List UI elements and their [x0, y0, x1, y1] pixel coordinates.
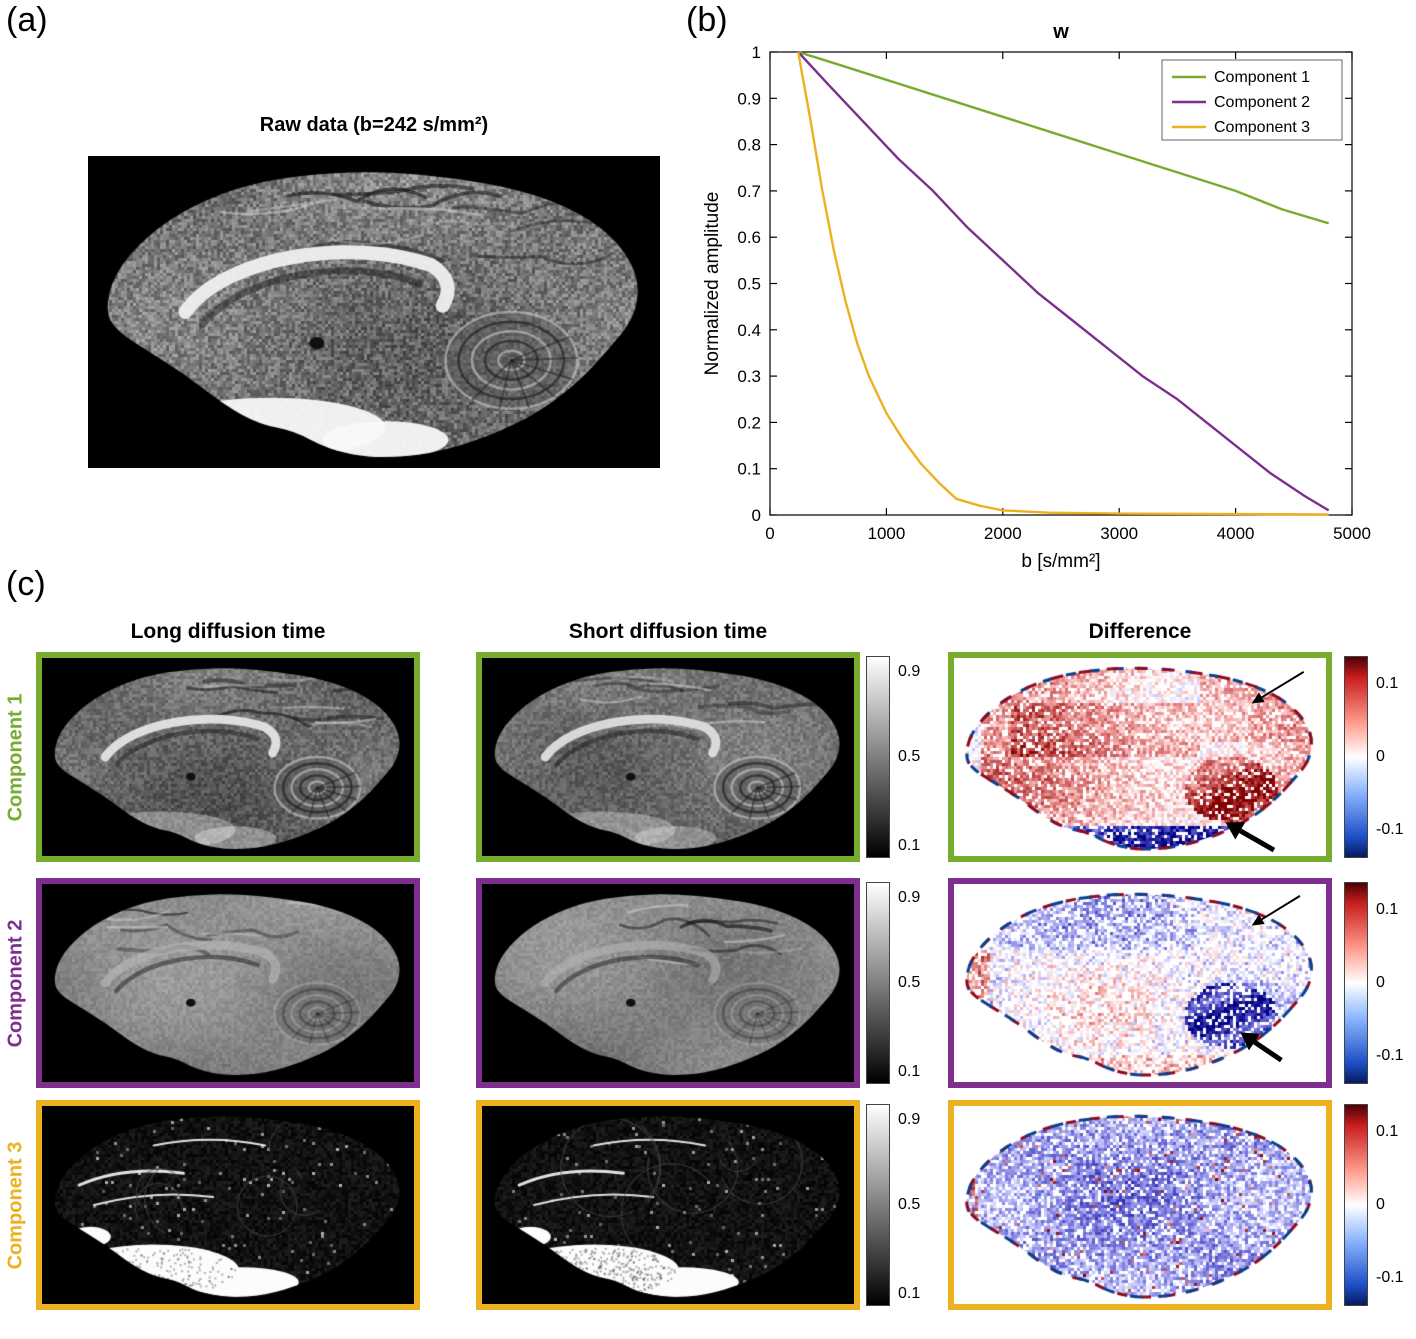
colorbar-tick: 0.1: [898, 1062, 921, 1080]
colorbar-tick: 0.9: [898, 889, 921, 907]
colorbar-tick: 0.5: [898, 974, 921, 991]
brain-canvas: [42, 658, 414, 856]
colorbar-tick: 0.1: [1376, 901, 1399, 919]
svg-text:4000: 4000: [1217, 524, 1255, 543]
raw-data-title: Raw data (b=242 s/mm²): [259, 114, 489, 136]
colorbar-gradient: [866, 656, 890, 858]
svg-text:0.4: 0.4: [737, 321, 761, 340]
svg-text:Component 2: Component 2: [1214, 94, 1310, 111]
brain-image-component2-long: [36, 878, 420, 1088]
difference-canvas: [954, 884, 1326, 1082]
svg-text:Normalized amplitude: Normalized amplitude: [702, 192, 723, 376]
svg-text:0.8: 0.8: [737, 136, 761, 155]
column-header-short-diffusion: Short diffusion time: [568, 620, 768, 643]
difference-colorbar-row2: 0.1 0 -0.1: [1344, 882, 1416, 1084]
svg-text:0.3: 0.3: [737, 367, 761, 386]
grayscale-colorbar-row2: 0.9 0.5 0.1: [866, 882, 938, 1084]
colorbar-tick: 0: [1376, 974, 1385, 991]
colorbar-gradient: [1344, 882, 1368, 1084]
row-label-text: Component 3: [4, 1141, 27, 1269]
difference-map-component3: [948, 1100, 1332, 1310]
grayscale-colorbar-row1: 0.9 0.5 0.1: [866, 656, 938, 858]
brain-image-component3-long: [36, 1100, 420, 1310]
svg-text:0.5: 0.5: [737, 275, 761, 294]
svg-text:0.2: 0.2: [737, 413, 761, 432]
svg-text:Component 1: Component 1: [1214, 69, 1310, 86]
svg-text:b [s/mm²]: b [s/mm²]: [1021, 551, 1100, 572]
svg-text:0.1: 0.1: [737, 460, 761, 479]
colorbar-tick: 0: [1376, 1196, 1385, 1213]
column-header-long-diffusion: Long diffusion time: [130, 620, 326, 643]
svg-text:w: w: [1052, 21, 1069, 43]
colorbar-tick: 0.1: [1376, 1123, 1399, 1141]
raw-brain-canvas: [88, 156, 660, 468]
svg-text:0.6: 0.6: [737, 228, 761, 247]
colorbar-tick: 0.1: [1376, 675, 1399, 693]
amplitude-line-chart: 0 1000 2000 3000 4000 5000 0 0.1 0.2 0.3 0.4 0.5 0.6…: [698, 8, 1410, 583]
row-label-component2: Component 2: [0, 878, 32, 1088]
difference-colorbar-row3: 0.1 0 -0.1: [1344, 1104, 1416, 1306]
colorbar-gradient: [866, 1104, 890, 1306]
colorbar-tick: 0.9: [898, 663, 921, 681]
difference-colorbar-row1: 0.1 0 -0.1: [1344, 656, 1416, 858]
row-label-component1: Component 1: [0, 652, 32, 862]
colorbar-tick: 0.1: [898, 836, 921, 854]
colorbar-gradient: [1344, 656, 1368, 858]
panel-c-label: (c): [6, 565, 46, 603]
svg-text:0: 0: [765, 524, 774, 543]
svg-text:Component 3: Component 3: [1214, 119, 1310, 136]
colorbar-tick: -0.1: [1376, 1046, 1404, 1064]
svg-text:5000: 5000: [1333, 524, 1371, 543]
grayscale-colorbar-row3: 0.9 0.5 0.1: [866, 1104, 938, 1306]
difference-map-component2: [948, 878, 1332, 1088]
brain-image-component1-short: [476, 652, 860, 862]
svg-text:1: 1: [752, 43, 761, 62]
colorbar-tick: -0.1: [1376, 1268, 1404, 1286]
colorbar-gradient: [866, 882, 890, 1084]
difference-canvas: [954, 658, 1326, 856]
brain-image-component2-short: [476, 878, 860, 1088]
brain-canvas: [42, 1106, 414, 1304]
svg-text:0: 0: [752, 506, 761, 525]
brain-image-component1-long: [36, 652, 420, 862]
colorbar-gradient: [1344, 1104, 1368, 1306]
svg-text:0.9: 0.9: [737, 89, 761, 108]
svg-text:1000: 1000: [867, 524, 905, 543]
svg-text:3000: 3000: [1100, 524, 1138, 543]
colorbar-tick: 0: [1376, 748, 1385, 765]
difference-canvas: [954, 1106, 1326, 1304]
brain-canvas: [482, 884, 854, 1082]
brain-canvas: [42, 884, 414, 1082]
row-label-component3: Component 3: [0, 1100, 32, 1310]
row-label-text: Component 1: [4, 693, 27, 821]
colorbar-tick: 0.1: [898, 1284, 921, 1302]
row-label-text: Component 2: [4, 919, 27, 1047]
raw-brain-image: [88, 156, 660, 468]
brain-canvas: [482, 1106, 854, 1304]
panel-a-label: (a): [6, 1, 48, 39]
difference-map-component1: [948, 652, 1332, 862]
colorbar-tick: 0.5: [898, 748, 921, 765]
svg-text:0.7: 0.7: [737, 182, 761, 201]
colorbar-tick: -0.1: [1376, 820, 1404, 838]
colorbar-tick: 0.5: [898, 1196, 921, 1213]
column-header-difference: Difference: [1088, 620, 1192, 643]
panel-b-label: (b): [686, 1, 728, 39]
brain-image-component3-short: [476, 1100, 860, 1310]
svg-text:2000: 2000: [984, 524, 1022, 543]
brain-canvas: [482, 658, 854, 856]
colorbar-tick: 0.9: [898, 1111, 921, 1129]
